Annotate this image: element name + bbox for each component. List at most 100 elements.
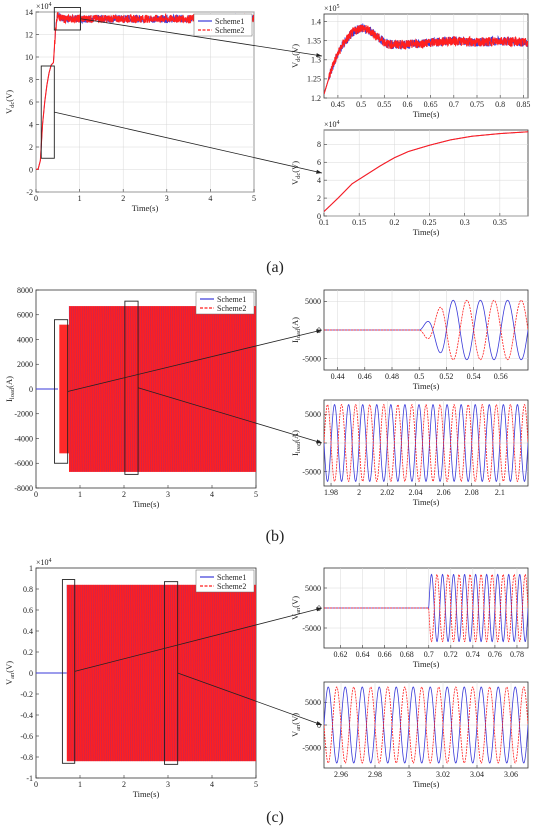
legend-entry: Scheme2 bbox=[215, 26, 244, 35]
x-tick-label: 5 bbox=[254, 490, 258, 499]
x-tick-label: 0.74 bbox=[466, 650, 480, 659]
x-tick-label: 0.35 bbox=[493, 218, 507, 227]
x-tick-label: 2.04 bbox=[408, 488, 422, 497]
x-tick-label: 2.06 bbox=[437, 488, 451, 497]
chart-b-main: 0 1 2 3 4 5 -8000 -6000 -4000 -2000 0 2000 4000 6000 8… bbox=[4, 286, 258, 509]
x-tick-label: 0.75 bbox=[470, 100, 484, 109]
x-tick-label: 1 bbox=[78, 780, 82, 789]
panel-label-a: (a) bbox=[266, 259, 284, 276]
x-axis-label: Time(s) bbox=[133, 499, 160, 509]
series-hatch-scheme1 bbox=[148, 306, 151, 472]
series-hatch-scheme1 bbox=[79, 584, 83, 762]
y-tick-label: -1 bbox=[26, 774, 33, 783]
series-hatch-scheme1 bbox=[99, 306, 103, 472]
x-tick-label: 0 bbox=[34, 490, 38, 499]
series-hatch-scheme1 bbox=[159, 584, 162, 762]
series-hatch-scheme1 bbox=[143, 306, 147, 472]
series-hatch-scheme1 bbox=[156, 584, 160, 762]
series-hatch-scheme1 bbox=[249, 306, 252, 472]
series-hatch-scheme1 bbox=[93, 306, 96, 472]
series-hatch-scheme1 bbox=[110, 306, 114, 472]
y-tick-label: 5000 bbox=[305, 698, 321, 707]
series-hatch-scheme1 bbox=[214, 306, 217, 472]
series-hatch-scheme1 bbox=[150, 306, 153, 472]
series-hatch-scheme1 bbox=[106, 584, 109, 762]
x-tick-label: 2 bbox=[122, 490, 126, 499]
series-hatch-scheme1 bbox=[73, 306, 76, 472]
y-tick-label: -0.8 bbox=[20, 753, 33, 762]
series-hatch-scheme1 bbox=[141, 584, 144, 762]
x-tick-label: 3.04 bbox=[470, 770, 484, 779]
series-hatch-scheme1 bbox=[88, 306, 92, 472]
y-tick-label: 0.8 bbox=[23, 585, 33, 594]
series-hatch-scheme1 bbox=[86, 584, 89, 762]
series-hatch-scheme1 bbox=[233, 306, 237, 472]
series-hatch-scheme1 bbox=[216, 306, 219, 472]
y-tick-label: 0 bbox=[317, 721, 321, 730]
plot-area bbox=[323, 13, 529, 99]
y-tick-label: -5000 bbox=[302, 467, 321, 476]
series-hatch-scheme1 bbox=[119, 306, 122, 472]
series-hatch-scheme1 bbox=[238, 306, 241, 472]
x-axis-label: Time(s) bbox=[132, 203, 159, 213]
zoom-arrow-line bbox=[80, 18, 323, 57]
series-hatch-scheme1 bbox=[90, 306, 94, 472]
y-tick-label: 8000 bbox=[17, 286, 33, 295]
y-tick-label: -5000 bbox=[302, 354, 321, 363]
chart-a-zoom1: 0.45 0.5 0.55 0.6 0.65 0.7 0.75 0.8 0.85 1.2 1.25 1… bbox=[290, 4, 530, 119]
series-hatch-scheme1 bbox=[112, 306, 116, 472]
y-tick-label: -0.4 bbox=[20, 711, 33, 720]
x-tick-label: 0.56 bbox=[494, 372, 508, 381]
zoom-arrow-line bbox=[137, 387, 323, 444]
x-tick-label: 2.96 bbox=[334, 770, 348, 779]
y-tick-label: 12 bbox=[25, 30, 33, 39]
series-hatch-scheme1 bbox=[247, 584, 250, 762]
y-tick-label: -2 bbox=[26, 188, 33, 197]
x-tick-label: 0.3 bbox=[460, 218, 470, 227]
x-tick-label: 0.7 bbox=[424, 650, 434, 659]
y-axis-label: Vdc(V) bbox=[290, 161, 302, 185]
x-tick-label: 0.15 bbox=[352, 218, 366, 227]
series-hatch-scheme1 bbox=[167, 584, 171, 762]
series-hatch-scheme1 bbox=[174, 584, 177, 762]
series-hatch-scheme1 bbox=[115, 306, 118, 472]
x-axis-label: Time(s) bbox=[413, 779, 440, 789]
x-tick-label: 0.68 bbox=[400, 650, 414, 659]
series-hatch-scheme1 bbox=[253, 584, 256, 762]
series-hatch-scheme1 bbox=[203, 584, 206, 762]
y-tick-label: 10 bbox=[25, 53, 33, 62]
svg-text:×104: ×104 bbox=[324, 120, 340, 129]
x-tick-label: 0.52 bbox=[439, 372, 453, 381]
series-hatch-scheme1 bbox=[200, 306, 204, 472]
series-hatch-scheme1 bbox=[181, 306, 184, 472]
svg-text:×105: ×105 bbox=[324, 4, 340, 13]
series-band-ramp bbox=[59, 324, 69, 454]
x-tick-label: 0.62 bbox=[334, 650, 348, 659]
x-tick-label: 0.6 bbox=[402, 100, 412, 109]
series-hatch-scheme1 bbox=[106, 306, 109, 472]
series-hatch-scheme1 bbox=[194, 306, 197, 472]
series-hatch-scheme1 bbox=[231, 306, 235, 472]
series-hatch-scheme1 bbox=[211, 584, 215, 762]
x-tick-label: 2.98 bbox=[368, 770, 382, 779]
series-hatch-scheme1 bbox=[211, 306, 215, 472]
x-tick-label: 2.02 bbox=[380, 488, 394, 497]
zoom-arrow-head bbox=[316, 329, 322, 334]
series-hatch-scheme1 bbox=[187, 584, 191, 762]
y-tick-label: 0 bbox=[29, 165, 33, 174]
series-hatch-scheme1 bbox=[222, 306, 226, 472]
series-hatch-scheme1 bbox=[220, 584, 224, 762]
y-tick-label: -5000 bbox=[302, 624, 321, 633]
x-tick-label: 0.7 bbox=[449, 100, 459, 109]
series-hatch-scheme1 bbox=[156, 306, 160, 472]
series-hatch-scheme1 bbox=[137, 584, 140, 762]
series-hatch-scheme1 bbox=[154, 584, 158, 762]
x-tick-label: 2 bbox=[122, 780, 126, 789]
chart-b-zoom2: 1.98 2 2.02 2.04 2.06 2.08 2.1 -5000 0 5000 Time(s… bbox=[290, 399, 529, 507]
series-hatch-scheme1 bbox=[126, 306, 129, 472]
series-hatch-scheme1 bbox=[132, 306, 136, 472]
series-hatch-scheme1 bbox=[101, 584, 105, 762]
x-tick-label: 0.55 bbox=[377, 100, 391, 109]
zoom-arrow-line bbox=[177, 672, 323, 726]
series-hatch-scheme1 bbox=[229, 306, 232, 472]
